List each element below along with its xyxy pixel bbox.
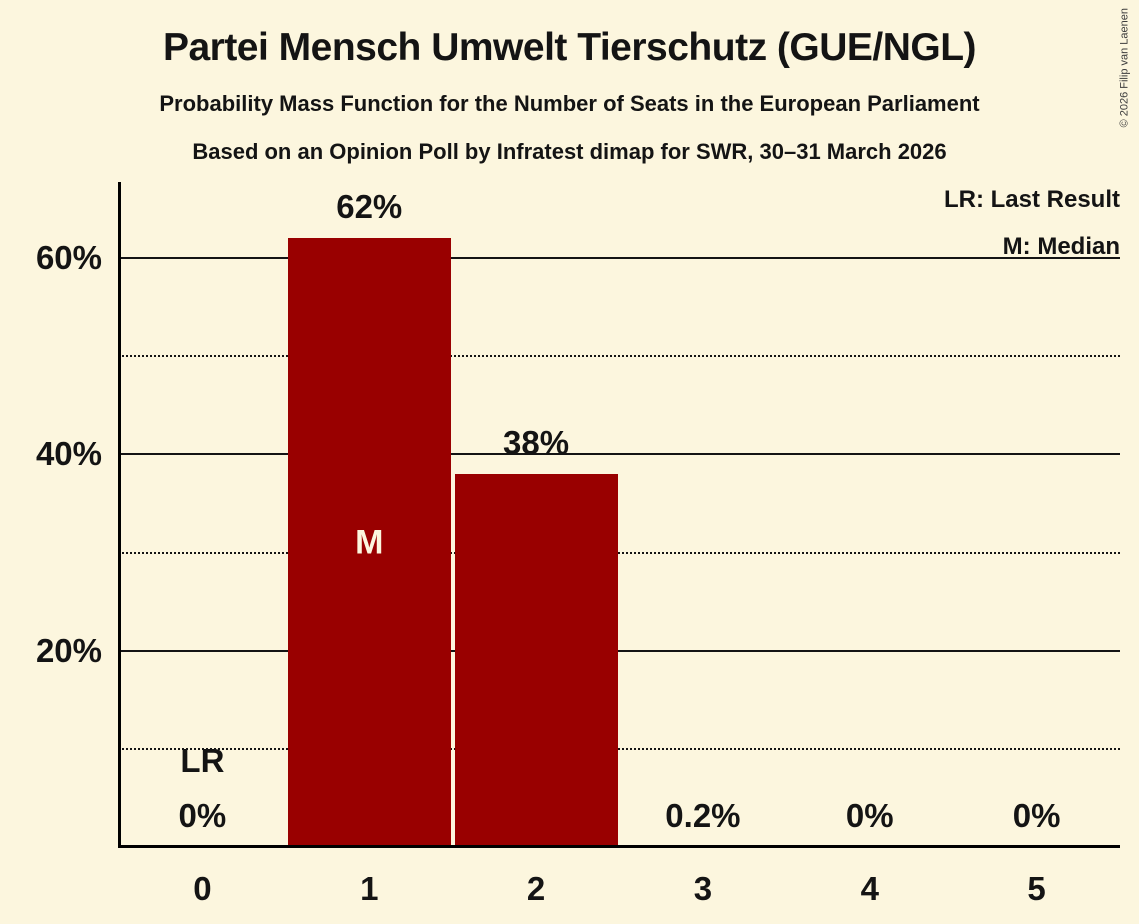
gridline-10 [119, 747, 1120, 750]
y-axis-label-40: 40% [35, 435, 102, 473]
gridline-30 [119, 551, 1120, 554]
chart-poll-source: Based on an Opinion Poll by Infratest di… [192, 139, 947, 164]
y-axis-line [117, 182, 121, 848]
bar-seats-1 [287, 238, 451, 847]
value-label-seats-1: 62% [336, 188, 403, 226]
value-label-seats-3: 0.2% [665, 797, 741, 834]
y-axis-label-20: 20% [35, 631, 102, 669]
legend-median: M: Median [1002, 233, 1120, 260]
last-result-annotation: LR [180, 742, 225, 779]
gridline-60 [119, 257, 1120, 259]
bar-seats-2 [454, 473, 618, 847]
value-label-seats-5: 0% [1012, 797, 1061, 834]
x-tick-label-3: 3 [693, 870, 713, 907]
x-tick-label-5: 5 [1027, 870, 1046, 907]
legend-last-result: LR: Last Result [943, 186, 1120, 213]
x-tick-label-0: 0 [193, 870, 212, 907]
gridline-50 [119, 355, 1120, 358]
x-tick-label-4: 4 [860, 870, 879, 907]
x-tick-label-1: 1 [360, 870, 379, 907]
median-annotation: M [355, 523, 384, 562]
x-axis-line [119, 845, 1120, 848]
value-label-seats-4: 0% [845, 797, 894, 834]
x-tick-label-2: 2 [526, 870, 546, 907]
value-label-seats-0: 0% [178, 797, 227, 834]
gridline-40 [119, 453, 1120, 456]
value-label-seats-2: 38% [503, 423, 570, 461]
gridline-20 [119, 649, 1120, 652]
page-title: Partei Mensch Umwelt Tierschutz (GUE/NGL… [162, 26, 977, 69]
chart-subtitle: Probability Mass Function for the Number… [159, 91, 980, 116]
copyright-notice: © 2026 Filip van Laenen [1118, 8, 1130, 128]
y-axis-label-60: 60% [35, 239, 102, 276]
